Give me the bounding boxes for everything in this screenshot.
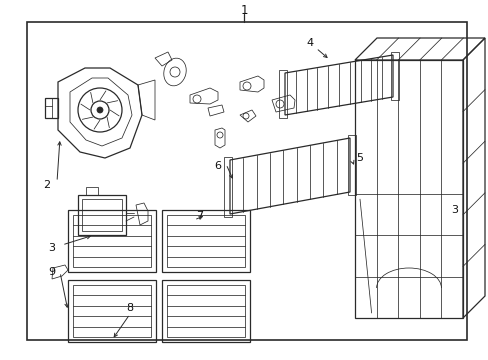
Bar bbox=[73, 215, 151, 267]
Text: 1: 1 bbox=[240, 4, 247, 17]
Text: 2: 2 bbox=[43, 180, 50, 190]
Text: 8: 8 bbox=[126, 303, 133, 313]
Text: 5: 5 bbox=[356, 153, 363, 163]
Text: 4: 4 bbox=[306, 38, 313, 48]
Text: 6: 6 bbox=[214, 161, 221, 171]
Bar bbox=[78, 195, 126, 235]
Bar bbox=[73, 285, 151, 337]
Text: 7: 7 bbox=[196, 211, 203, 221]
Bar bbox=[354, 60, 462, 318]
Text: 3: 3 bbox=[48, 243, 55, 253]
Bar bbox=[162, 280, 249, 342]
Circle shape bbox=[97, 107, 103, 113]
Text: 9: 9 bbox=[48, 267, 56, 277]
Bar bbox=[167, 215, 244, 267]
Bar bbox=[68, 210, 156, 272]
Bar bbox=[82, 199, 122, 231]
Bar bbox=[167, 285, 244, 337]
Bar bbox=[27, 22, 466, 340]
Bar bbox=[162, 210, 249, 272]
Text: 3: 3 bbox=[450, 205, 458, 215]
Bar bbox=[68, 280, 156, 342]
